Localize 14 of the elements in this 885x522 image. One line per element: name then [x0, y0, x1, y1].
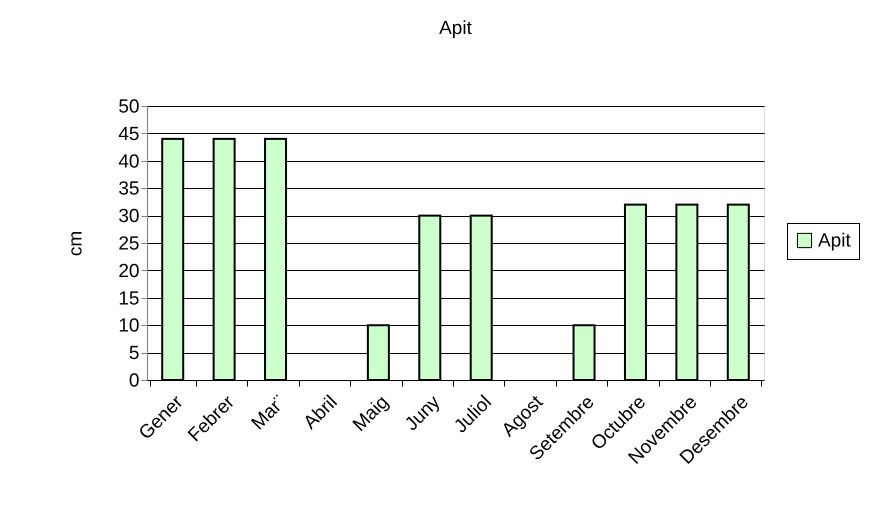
y-axis-title: cm: [66, 230, 86, 256]
y-tick-label: 30: [118, 206, 140, 228]
y-tick-label: 5: [128, 343, 140, 364]
y-tick-label: 15: [118, 288, 140, 310]
y-tick-label: 20: [118, 260, 140, 282]
y-tick-label: 25: [118, 234, 140, 254]
y-tick-label: 40: [118, 151, 140, 172]
y-tick-label: 0: [128, 370, 140, 392]
y-tick-label: 45: [118, 124, 140, 145]
legend-label: Apit: [818, 230, 852, 252]
y-tick-label: 35: [118, 178, 140, 200]
y-tick-label: 50: [118, 96, 140, 118]
y-tick-label: 10: [118, 316, 140, 337]
chart-title: Apit: [439, 18, 473, 39]
